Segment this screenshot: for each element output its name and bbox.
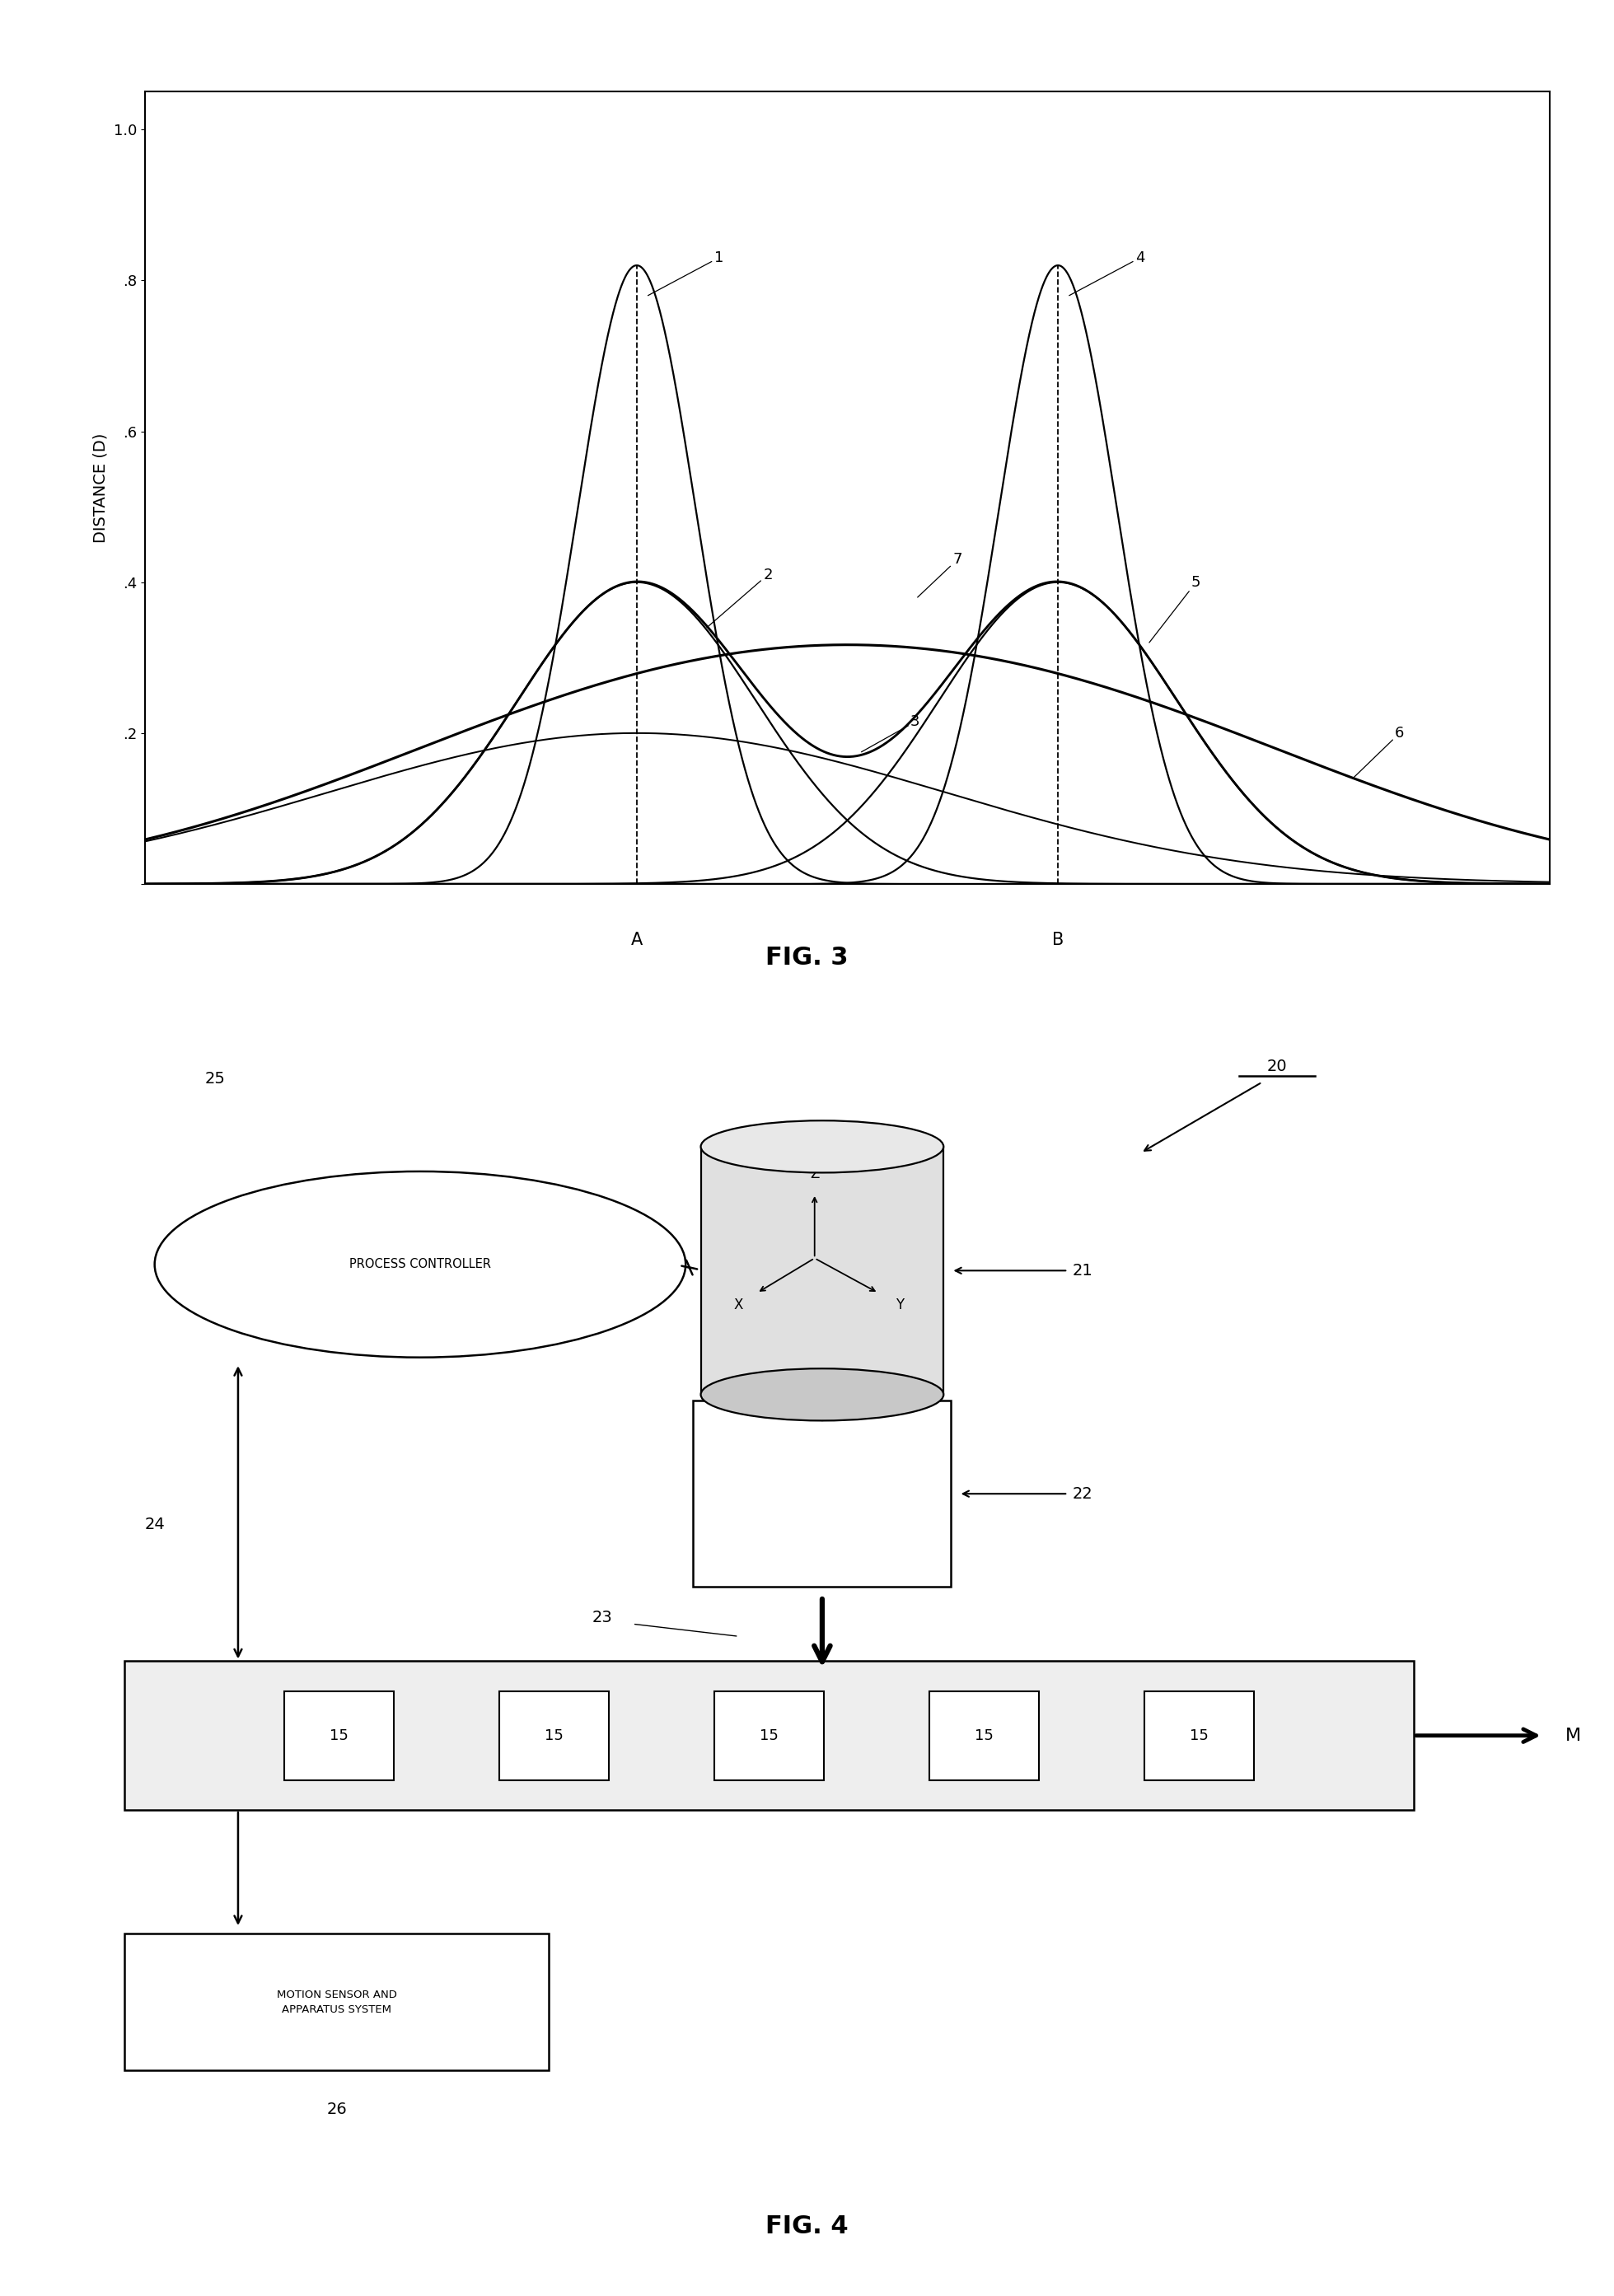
Text: FIG. 4: FIG. 4 <box>765 2216 849 2239</box>
Text: 2: 2 <box>707 567 773 627</box>
Text: 1: 1 <box>647 250 723 296</box>
Text: 26: 26 <box>326 2101 347 2117</box>
Bar <box>930 1690 1039 1779</box>
Text: 15: 15 <box>329 1729 349 1743</box>
Text: M: M <box>1566 1727 1582 1743</box>
Text: B: B <box>1052 932 1064 948</box>
Text: 24: 24 <box>144 1518 165 1534</box>
Text: 6: 6 <box>1353 726 1404 778</box>
Text: A: A <box>631 932 642 948</box>
Text: Z: Z <box>810 1166 820 1182</box>
Text: 7: 7 <box>917 551 962 597</box>
Text: Y: Y <box>896 1297 904 1313</box>
Text: 15: 15 <box>760 1729 778 1743</box>
Text: 4: 4 <box>1068 250 1144 296</box>
Text: 25: 25 <box>205 1070 226 1086</box>
Bar <box>284 1690 394 1779</box>
Ellipse shape <box>155 1171 686 1357</box>
Text: 22: 22 <box>1072 1486 1093 1502</box>
Ellipse shape <box>700 1120 944 1173</box>
Text: 15: 15 <box>975 1729 994 1743</box>
Text: 21: 21 <box>1072 1263 1093 1279</box>
Y-axis label: DISTANCE (D): DISTANCE (D) <box>92 434 108 542</box>
Bar <box>694 1401 951 1587</box>
Bar <box>124 1933 549 2071</box>
Text: 20: 20 <box>1267 1058 1288 1075</box>
Ellipse shape <box>700 1368 944 1421</box>
Text: 3: 3 <box>862 714 920 753</box>
Bar <box>124 1660 1414 1809</box>
Text: MOTION SENSOR AND
APPARATUS SYSTEM: MOTION SENSOR AND APPARATUS SYSTEM <box>276 1988 397 2016</box>
Bar <box>499 1690 608 1779</box>
Text: 5: 5 <box>1149 574 1201 643</box>
Text: PROCESS CONTROLLER: PROCESS CONTROLLER <box>349 1258 491 1270</box>
Text: 15: 15 <box>1190 1729 1209 1743</box>
Bar <box>1144 1690 1254 1779</box>
Bar <box>715 1690 823 1779</box>
Text: 15: 15 <box>544 1729 563 1743</box>
Text: 23: 23 <box>592 1609 612 1626</box>
Polygon shape <box>700 1146 944 1394</box>
Text: X: X <box>734 1297 744 1313</box>
Text: FIG. 3: FIG. 3 <box>765 946 849 969</box>
